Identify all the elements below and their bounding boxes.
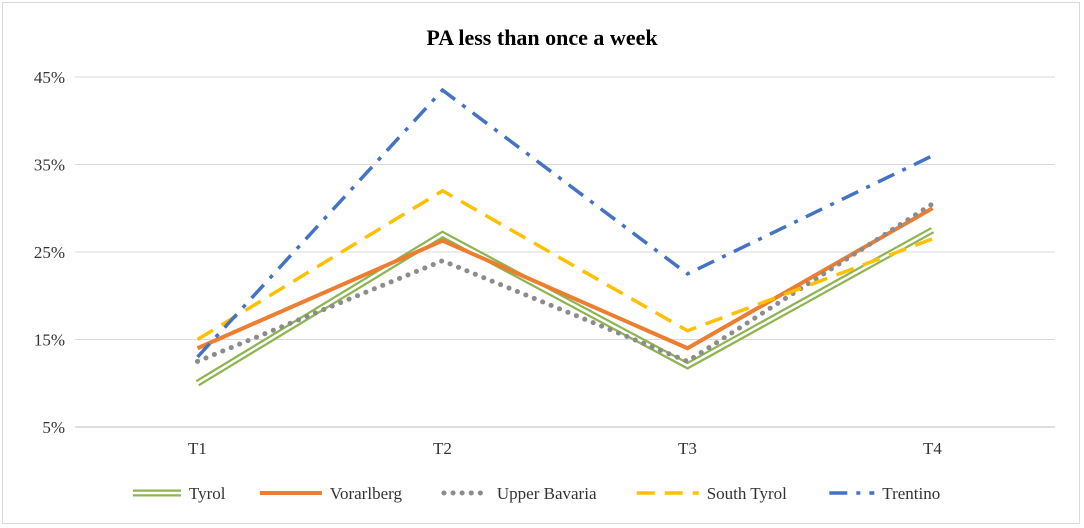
series-line-upper-bavaria (195, 201, 935, 365)
legend-label-upper-bavaria: Upper Bavaria (497, 484, 597, 503)
series-line-trentino (196, 87, 934, 359)
gridlines (75, 76, 1055, 428)
x-tick-label: T3 (678, 439, 697, 458)
series-lines (195, 87, 935, 387)
y-tick-label: 45% (34, 68, 65, 87)
chart-title: PA less than once a week (426, 25, 658, 50)
legend-label-tyrol: Tyrol (189, 484, 226, 503)
legend-label-south-tyrol: South Tyrol (707, 484, 787, 503)
series-line-vorarlberg (196, 206, 934, 351)
series-line-tyrol (195, 227, 935, 387)
y-tick-label: 25% (34, 243, 65, 262)
x-axis-ticks: T1 T2 T3 T4 (188, 439, 942, 458)
y-tick-label: 15% (34, 331, 65, 350)
x-tick-label: T2 (433, 439, 452, 458)
y-tick-label: 35% (34, 156, 65, 175)
series-line-south-tyrol (196, 188, 934, 341)
x-tick-label: T1 (188, 439, 207, 458)
legend-label-trentino: Trentino (882, 484, 940, 503)
legend-label-vorarlberg: Vorarlberg (330, 484, 403, 503)
legend: Tyrol Vorarlberg Upper Bavaria South Tyrol T… (132, 484, 940, 503)
series-line-tyrol-inner (196, 229, 934, 385)
y-axis-ticks: 45% 35% 25% 15% 5% (34, 68, 65, 437)
x-tick-label: T4 (923, 439, 942, 458)
y-tick-label: 5% (42, 418, 65, 437)
